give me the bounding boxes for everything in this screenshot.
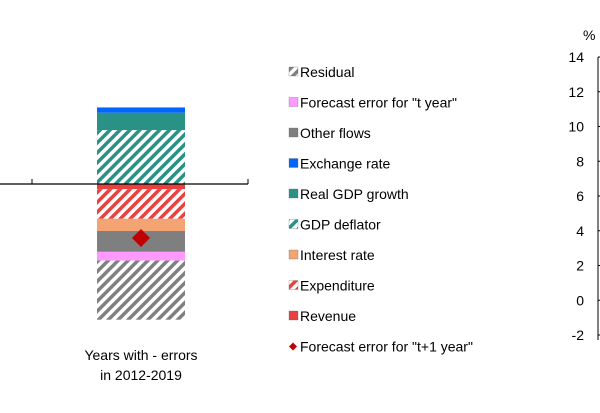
legend-swatch (288, 249, 299, 260)
y-tick-label: 2 (576, 258, 584, 274)
y-tick-label: 4 (576, 223, 584, 239)
legend-item: Residual (288, 64, 354, 80)
category-label-line-1: Years with - errors (84, 347, 197, 363)
legend-item: Interest rate (288, 247, 375, 263)
legend-item: Forecast error for "t year" (288, 95, 457, 111)
bar-segment-real-gdp-growth (97, 112, 185, 131)
legend-label: Revenue (300, 308, 356, 324)
legend-swatch (288, 188, 299, 199)
y-tick-label: 0 (576, 292, 584, 308)
y-tick-label: 6 (576, 188, 584, 204)
legend-item: Other flows (288, 125, 371, 141)
legend-item: Expenditure (288, 278, 375, 294)
legend-swatch (288, 310, 299, 321)
bar-segment-revenue (97, 184, 185, 190)
legend-label: Expenditure (300, 278, 375, 294)
legend-swatch (288, 219, 299, 229)
y-tick-label: 8 (576, 153, 584, 169)
legend-label: GDP deflator (300, 217, 381, 233)
bar-segment-residual (97, 260, 185, 320)
legend-label: Real GDP growth (300, 186, 409, 202)
legend-swatch (288, 280, 299, 290)
bar-segment-gdp-deflator (97, 130, 185, 184)
stacked-bars (97, 107, 185, 320)
y-axis-unit-label: % (583, 27, 595, 43)
y-tick-label: 12 (568, 84, 584, 100)
y-tick-label: 10 (568, 119, 584, 135)
legend-swatch (288, 97, 299, 107)
legend-swatch (288, 127, 299, 138)
legend-swatch (288, 66, 299, 77)
legend-label: Forecast error for "t year" (300, 95, 457, 111)
legend-item: GDP deflator (288, 217, 381, 233)
bar-segment-exchange-rate (97, 107, 185, 113)
legend-diamond-icon (289, 342, 297, 351)
bar-segment-interest-rate (97, 218, 185, 231)
legend-label: Interest rate (300, 247, 375, 263)
legend-item: Revenue (288, 308, 356, 324)
legend-label: Exchange rate (300, 156, 390, 172)
legend-item: Exchange rate (288, 156, 390, 172)
forecast-error-marker (132, 228, 150, 247)
bar-segment-forecast-error-for-t-year (97, 251, 185, 261)
y-tick-label: 14 (568, 49, 584, 65)
y-tick-label: -2 (572, 327, 585, 343)
markers (132, 228, 150, 247)
category-label-line-2: in 2012-2019 (100, 367, 182, 383)
legend-label: Residual (300, 64, 354, 80)
bar-segment-expenditure (97, 189, 185, 219)
legend-swatch (288, 158, 299, 168)
right-y-axis: % 14 12 10 8 6 4 2 0 -2 (568, 27, 600, 343)
legend-item: Real GDP growth (288, 186, 409, 202)
legend-label: Other flows (300, 125, 371, 141)
legend-label: Forecast error for "t+1 year" (300, 339, 473, 355)
legend: Residual Forecast error for "t year" Other… (288, 64, 473, 355)
legend-item: Forecast error for "t+1 year" (289, 339, 473, 355)
